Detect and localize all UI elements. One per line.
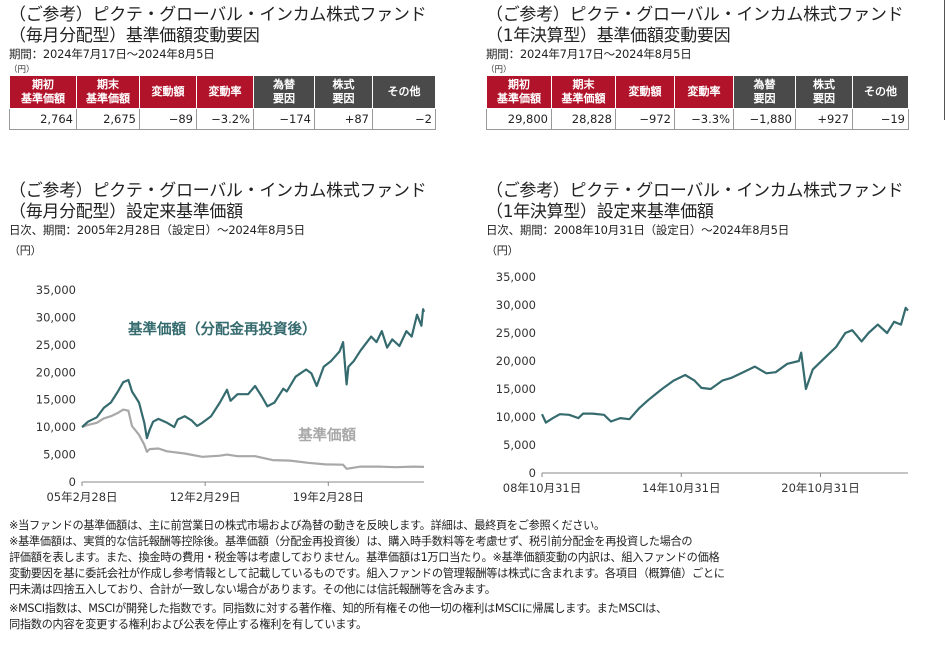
monthly-chart-title-line2: （毎月分配型）設定来基準価額 — [9, 202, 243, 222]
header-end-nav: 期末 基準価額 — [76, 75, 140, 109]
y-tick-label: 5,000 — [43, 448, 76, 462]
header-fx-factor: 為替 要因 — [253, 75, 315, 109]
annual-table-title-line1: （ご参考）ピクテ・グローバル・インカム株式ファンド — [486, 5, 904, 25]
table-header-row: 期初 基準価額 期末 基準価額 変動額 変動率 為替 要因 株式 要因 その他 — [486, 75, 909, 109]
monthly-table-period: 期間：2024年7月17日～2024年8月5日 — [9, 47, 215, 61]
annual-chart-header: （ご参考）ピクテ・グローバル・インカム株式ファンド （1年決算型）設定来基準価額… — [486, 181, 926, 258]
monthly-table-title-line2: （毎月分配型）基準価額変動要因 — [9, 26, 260, 46]
table-header-row: 期初 基準価額 期末 基準価額 変動額 変動率 為替 要因 株式 要因 その他 — [9, 75, 436, 109]
value-change-amount: −972 — [615, 108, 675, 130]
table-row: 29,800 28,828 −972 −3.3% −1,880 +927 −19 — [486, 108, 909, 130]
x-tick-label: 20年10月31日 — [781, 481, 859, 495]
annual-table-title-line2: （1年決算型）基準価額変動要因 — [486, 26, 731, 46]
x-tick-label: 12年2月29日 — [170, 490, 241, 504]
series-label: 基準価額（分配金再投資後） — [127, 320, 317, 338]
y-tick-label: 15,000 — [496, 382, 536, 396]
header-other: その他 — [852, 75, 909, 109]
footnote-line: 同指数の内容を変更する権利および公表を停止する権利を有しています。 — [9, 618, 367, 631]
header-change-amount: 変動額 — [139, 75, 197, 109]
series-line-primary — [81, 308, 426, 440]
value-change-rate: −3.3% — [674, 108, 734, 130]
footnote-line: ※MSCI指数は、MSCIが開発した指数です。同指数に対する著作権、知的所有権そ… — [9, 602, 667, 615]
value-end-nav: 2,675 — [76, 108, 140, 130]
y-tick-label: 30,000 — [36, 310, 76, 324]
x-tick-label: 14年10月31日 — [642, 481, 720, 495]
value-start-nav: 2,764 — [9, 108, 77, 130]
series-label: 基準価額 — [297, 426, 356, 444]
value-equity-factor: +87 — [314, 108, 373, 130]
footnotes: ※当ファンドの基準価額は、主に前営業日の株式市場および為替の動きを反映します。詳… — [9, 518, 941, 633]
header-change-amount: 変動額 — [615, 75, 675, 109]
x-tick-label: 08年10月31日 — [503, 481, 581, 495]
annual-change-factors-panel: （ご参考）ピクテ・グローバル・インカム株式ファンド （1年決算型）基準価額変動要… — [486, 5, 916, 130]
annual-table-unit: （円） — [486, 65, 512, 75]
y-tick-label: 0 — [69, 475, 76, 489]
header-equity-factor: 株式 要因 — [314, 75, 373, 109]
monthly-change-factors-table: 期初 基準価額 期末 基準価額 変動額 変動率 為替 要因 株式 要因 その他 2,76… — [9, 75, 436, 130]
value-fx-factor: −1,880 — [733, 108, 796, 130]
annual-change-factors-table: 期初 基準価額 期末 基準価額 変動額 変動率 為替 要因 株式 要因 その他 29,8… — [486, 75, 909, 130]
monthly-nav-chart: 0 5,000 10,000 15,000 20,000 25,000 30,000 35,0… — [0, 280, 440, 516]
value-start-nav: 29,800 — [486, 108, 552, 130]
annual-table-period: 期間：2024年7月17日～2024年8月5日 — [486, 47, 692, 61]
monthly-chart-period: 日次、期間：2005年2月28日（設定日）～2024年8月5日 — [9, 223, 305, 237]
y-tick-label: 0 — [529, 466, 536, 480]
value-change-rate: −3.2% — [196, 108, 254, 130]
header-fx-factor: 為替 要因 — [733, 75, 796, 109]
x-tick-label: 05年2月28日 — [46, 490, 117, 504]
value-change-amount: −89 — [139, 108, 197, 130]
x-tick-label: 19年2月28日 — [293, 490, 364, 504]
footnote-line: 評価額を表します。また、換金時の費用・税金等は考慮しておりません。基準価額は1万… — [9, 551, 720, 564]
annual-nav-chart: 0 5,000 10,000 15,000 20,000 25,000 30,000 35,0… — [480, 270, 920, 506]
monthly-nav-chart-svg: 0 5,000 10,000 15,000 20,000 25,000 30,000 35,0… — [36, 283, 426, 504]
y-tick-label: 35,000 — [496, 270, 536, 284]
y-tick-label: 20,000 — [36, 365, 76, 379]
y-tick-label: 10,000 — [496, 410, 536, 424]
y-tick-label: 25,000 — [36, 338, 76, 352]
y-tick-label: 30,000 — [496, 298, 536, 312]
value-equity-factor: +927 — [795, 108, 853, 130]
table-row: 2,764 2,675 −89 −3.2% −174 +87 −2 — [9, 108, 436, 130]
y-tick-label: 10,000 — [36, 420, 76, 434]
header-start-nav: 期初 基準価額 — [486, 75, 552, 109]
annual-chart-unit: （円） — [486, 244, 519, 257]
annual-chart-title-line2: （1年決算型）設定来基準価額 — [486, 202, 714, 222]
y-tick-label: 35,000 — [36, 283, 76, 297]
header-equity-factor: 株式 要因 — [795, 75, 853, 109]
footnote-line: ※基準価額は、実質的な信託報酬等控除後。基準価額（分配金再投資後）は、購入時手数… — [9, 535, 693, 548]
header-end-nav: 期末 基準価額 — [551, 75, 616, 109]
value-other: −2 — [372, 108, 436, 130]
footnote-line: 円未満は四捨五入しており、合計が一致しない場合があります。その他には信託報酬等を… — [9, 583, 496, 596]
y-tick-label: 5,000 — [503, 438, 536, 452]
monthly-chart-header: （ご参考）ピクテ・グローバル・インカム株式ファンド （毎月分配型）設定来基準価額… — [9, 181, 449, 258]
monthly-table-title-line1: （ご参考）ピクテ・グローバル・インカム株式ファンド — [9, 5, 427, 25]
header-start-nav: 期初 基準価額 — [9, 75, 77, 109]
monthly-change-factors-panel: （ご参考）ピクテ・グローバル・インカム株式ファンド （毎月分配型）基準価額変動要… — [9, 5, 439, 130]
monthly-chart-title-line1: （ご参考）ピクテ・グローバル・インカム株式ファンド — [9, 181, 427, 201]
annual-chart-period: 日次、期間：2008年10月31日（設定日）～2024年8月5日 — [486, 223, 790, 237]
value-other: −19 — [852, 108, 909, 130]
monthly-chart-unit: （円） — [9, 244, 42, 257]
monthly-table-unit: （円） — [9, 65, 35, 75]
annual-nav-chart-svg: 0 5,000 10,000 15,000 20,000 25,000 30,000 35,0… — [496, 270, 909, 495]
header-change-rate: 変動率 — [196, 75, 254, 109]
annual-chart-title-line1: （ご参考）ピクテ・グローバル・インカム株式ファンド — [486, 181, 904, 201]
footnote-line: ※当ファンドの基準価額は、主に前営業日の株式市場および為替の動きを反映します。詳… — [9, 519, 605, 532]
value-end-nav: 28,828 — [551, 108, 616, 130]
y-tick-label: 25,000 — [496, 326, 536, 340]
page-edge-divider — [944, 0, 945, 120]
series-line-secondary — [81, 408, 425, 470]
y-tick-label: 20,000 — [496, 354, 536, 368]
series-line-primary — [541, 306, 909, 424]
header-other: その他 — [372, 75, 436, 109]
header-change-rate: 変動率 — [674, 75, 734, 109]
value-fx-factor: −174 — [253, 108, 315, 130]
footnote-line: 変動要因を基に委託会社が作成し参考情報として記載しているものです。組入ファンドの… — [9, 567, 725, 580]
y-tick-label: 15,000 — [36, 393, 76, 407]
